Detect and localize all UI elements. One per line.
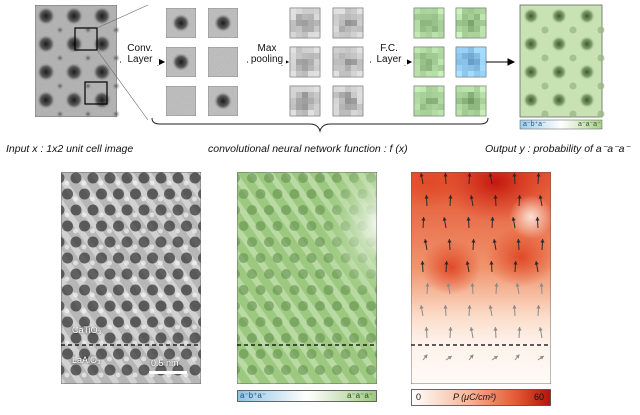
cnn-pipeline-diagram: [34, 4, 605, 133]
output-colorbar-left-label: a⁻b⁺a⁻: [523, 121, 546, 128]
prob-colorbar-right-label: a⁻a⁻a⁻: [347, 391, 374, 400]
probability-colorbar: [237, 390, 377, 402]
pooled-feature-maps: [289, 7, 364, 117]
fc-feature-maps: [413, 7, 487, 117]
laalo3-label: LaAlO₃: [72, 355, 101, 365]
max-pooling-label: Max pooling: [248, 43, 286, 65]
network-brace: [151, 117, 489, 133]
fc-layer-label: F.C. Layer: [371, 43, 407, 65]
conv-layer-label: Conv. Layer: [121, 43, 159, 65]
input-caption: Input x : 1x2 unit cell image: [6, 143, 134, 155]
input-image: [34, 4, 120, 118]
output-colorbar-right-label: a⁻a⁻a⁻: [578, 121, 601, 128]
projection-lines: [96, 4, 149, 121]
selection-box-2: [84, 81, 108, 105]
conv-feature-maps: [165, 7, 239, 117]
polarization-colorbar: [411, 389, 551, 406]
scale-bar: [149, 371, 187, 374]
scale-bar-label: 0.5 nm: [151, 358, 179, 368]
prob-colorbar-left-label: a⁻b⁺a⁻: [240, 391, 267, 400]
network-caption: convolutional neural network function : …: [208, 143, 408, 155]
output-colorbar: [519, 119, 603, 130]
selection-box-1: [74, 27, 98, 51]
pol-colorbar-title: P (μC/cm²): [453, 392, 497, 402]
catio3-label: CaTiO₃: [72, 325, 102, 335]
pol-colorbar-max: 60: [534, 392, 545, 402]
stem-image-panel: [61, 172, 201, 384]
probability-map-panel: [237, 172, 377, 384]
polarization-map-panel: [411, 172, 551, 384]
pol-colorbar-min: 0: [416, 392, 422, 402]
output-caption: Output y : probability of a⁻a⁻a⁻: [485, 143, 631, 155]
output-map: [519, 4, 605, 118]
